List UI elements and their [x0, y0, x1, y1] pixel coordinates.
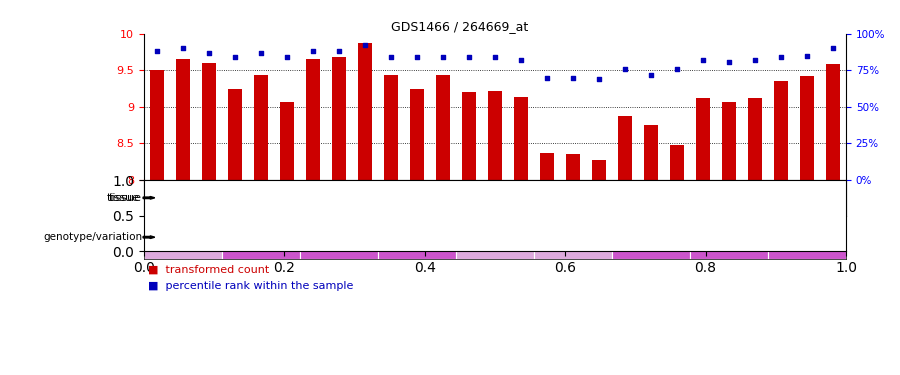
Point — [149, 48, 164, 54]
Text: rdr6-15: rdr6-15 — [794, 234, 821, 240]
Text: dcl1-7: dcl1-7 — [640, 234, 662, 240]
Text: ■  percentile rank within the sample: ■ percentile rank within the sample — [148, 281, 354, 291]
Point — [514, 57, 528, 63]
Bar — [768, 216, 846, 259]
Point — [383, 54, 398, 60]
Point — [722, 58, 736, 64]
Point — [202, 50, 216, 56]
Bar — [617, 116, 632, 180]
Text: inflorescence: inflorescence — [612, 191, 690, 204]
Bar — [144, 216, 222, 259]
Point — [617, 66, 632, 72]
Point — [748, 57, 762, 63]
Title: GDS1466 / 264669_at: GDS1466 / 264669_at — [392, 20, 528, 33]
Text: dcl4-2: dcl4-2 — [328, 234, 350, 240]
Bar — [488, 91, 502, 180]
Bar — [222, 216, 300, 259]
Text: dcl4-2: dcl4-2 — [718, 234, 740, 240]
Bar — [514, 98, 528, 180]
Bar — [456, 180, 846, 216]
Point — [644, 72, 658, 78]
Bar — [228, 88, 242, 180]
Bar — [332, 57, 347, 180]
Text: wild type control: wild type control — [153, 234, 213, 240]
Text: ■  transformed count: ■ transformed count — [148, 264, 270, 274]
Text: leaf: leaf — [289, 191, 311, 204]
Point — [358, 42, 373, 48]
Bar — [462, 92, 476, 180]
Point — [410, 54, 424, 60]
Bar — [800, 76, 814, 180]
Bar — [534, 216, 612, 259]
Point — [254, 50, 268, 56]
Point — [826, 45, 841, 51]
Text: wild type control for
dcl1-7: wild type control for dcl1-7 — [536, 231, 609, 244]
Point — [488, 54, 502, 60]
Point — [800, 53, 814, 59]
Point — [696, 57, 710, 63]
Bar — [436, 75, 450, 180]
Bar — [306, 59, 320, 180]
Bar — [690, 216, 768, 259]
Text: genotype/variation: genotype/variation — [43, 232, 142, 242]
Bar — [300, 216, 378, 259]
Bar — [566, 154, 580, 180]
Point — [462, 54, 476, 60]
Bar — [540, 153, 554, 180]
Bar — [176, 59, 190, 180]
Bar — [612, 216, 690, 259]
Bar — [254, 75, 268, 180]
Bar — [722, 102, 736, 180]
Bar — [280, 102, 294, 180]
Point — [332, 48, 347, 54]
Point — [228, 54, 242, 60]
Bar — [644, 125, 658, 180]
Point — [592, 76, 607, 82]
Bar — [384, 75, 398, 180]
Bar — [826, 64, 841, 180]
Bar — [774, 81, 788, 180]
Bar — [358, 43, 373, 180]
Bar — [202, 63, 216, 180]
Point — [436, 54, 450, 60]
Point — [540, 75, 554, 81]
Point — [670, 66, 684, 72]
Text: rdr6-15: rdr6-15 — [403, 234, 430, 240]
Bar — [149, 70, 164, 180]
Point — [306, 48, 320, 54]
Bar — [670, 145, 684, 180]
Bar — [410, 88, 424, 180]
Text: tissue: tissue — [106, 193, 140, 203]
Text: tissue: tissue — [109, 193, 142, 203]
Bar — [144, 180, 456, 216]
Point — [280, 54, 294, 60]
Bar — [456, 216, 534, 259]
Point — [176, 45, 190, 51]
Bar — [378, 216, 456, 259]
Bar — [748, 98, 762, 180]
Point — [566, 75, 580, 81]
Text: dcl1-7: dcl1-7 — [250, 234, 272, 240]
Bar — [696, 98, 710, 180]
Bar — [592, 159, 607, 180]
Point — [774, 54, 788, 60]
Text: wild type control for
dcl4-2, rdr6-15: wild type control for dcl4-2, rdr6-15 — [459, 231, 531, 244]
